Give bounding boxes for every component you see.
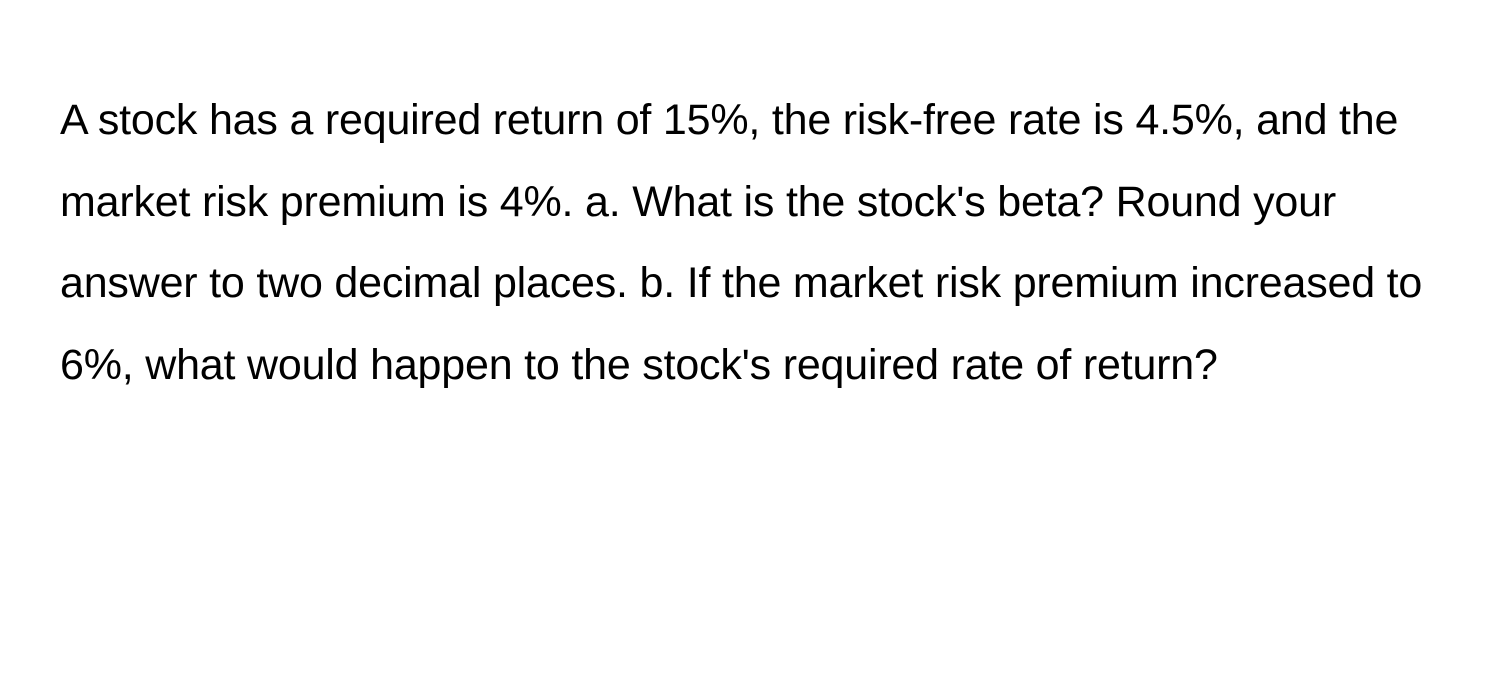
question-text: A stock has a required return of 15%, th…	[60, 80, 1440, 407]
